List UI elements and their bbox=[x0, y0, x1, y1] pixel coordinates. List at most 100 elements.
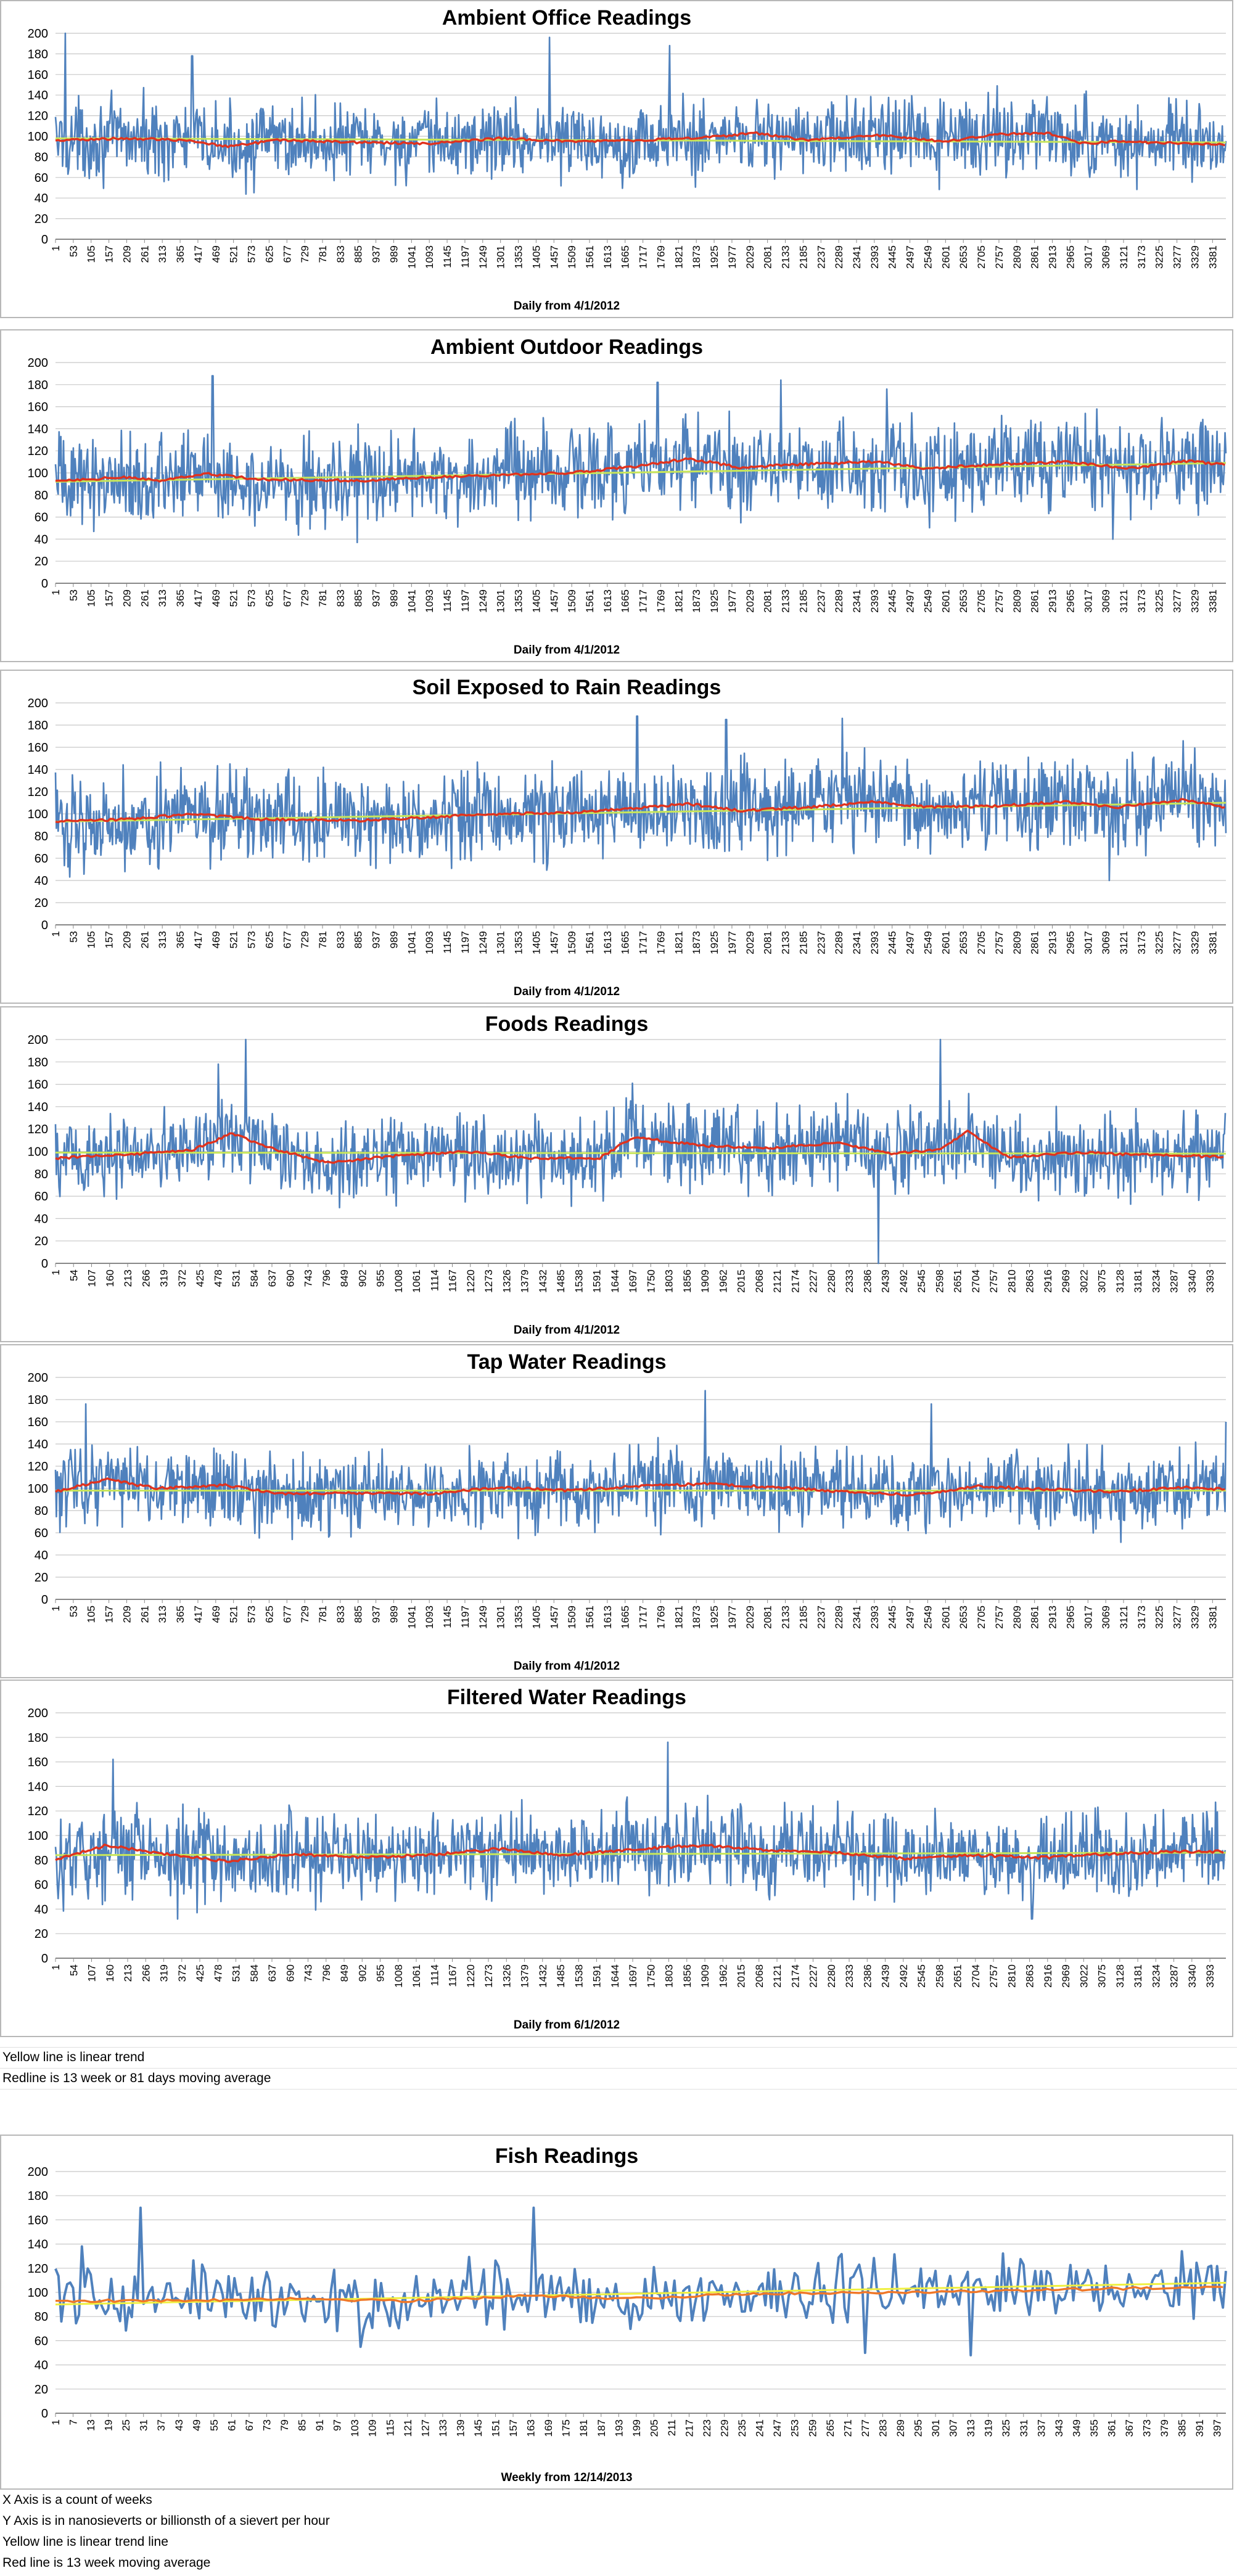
x-tick-label: 160 bbox=[104, 1270, 116, 1287]
chart-panel-ambient-outdoor: Ambient Outdoor Readings 0 20 40 60 80 100 120 1… bbox=[0, 329, 1233, 662]
y-tick-label: 60 bbox=[35, 511, 48, 525]
x-tick-label: 989 bbox=[388, 1606, 400, 1623]
x-tick-label: 157 bbox=[104, 589, 115, 607]
x-tick-label: 902 bbox=[356, 1270, 368, 1287]
x-tick-label: 2497 bbox=[905, 589, 916, 613]
x-tick-label: 781 bbox=[317, 245, 329, 263]
x-tick-label: 1769 bbox=[655, 589, 667, 613]
x-tick-label: 2029 bbox=[744, 931, 756, 954]
x-tick-label: 261 bbox=[139, 931, 150, 948]
x-axis-label: Daily from 4/1/2012 bbox=[514, 1324, 620, 1337]
chart-title: Soil Exposed to Rain Readings bbox=[413, 676, 721, 699]
x-tick-label: 989 bbox=[388, 245, 400, 263]
x-tick-label: 105 bbox=[86, 245, 97, 263]
x-tick-label: 796 bbox=[321, 1270, 332, 1287]
series-raw-line bbox=[54, 1390, 1227, 1543]
x-tick-label: 169 bbox=[543, 2419, 554, 2437]
y-tick-label: 160 bbox=[28, 1756, 48, 1770]
x-tick-label: 2121 bbox=[771, 1270, 783, 1293]
x-tick-label: 2861 bbox=[1029, 589, 1041, 613]
x-tick-label: 2598 bbox=[934, 1270, 945, 1293]
note-x-axis: X Axis is a count of weeks bbox=[2, 2493, 152, 2507]
x-tick-label: 54 bbox=[68, 1270, 80, 1281]
x-tick-label: 781 bbox=[317, 1606, 329, 1623]
x-tick-label: 2757 bbox=[993, 589, 1005, 613]
x-tick-label: 266 bbox=[140, 1270, 152, 1287]
x-tick-label: 2237 bbox=[815, 245, 827, 269]
x-tick-label: 677 bbox=[281, 245, 293, 263]
x-tick-label: 2133 bbox=[780, 1606, 792, 1629]
x-tick-label: 1821 bbox=[673, 931, 684, 954]
x-tick-label: 163 bbox=[525, 2419, 537, 2437]
x-tick-label: 2809 bbox=[1011, 589, 1023, 613]
y-tick-label: 160 bbox=[28, 1416, 48, 1429]
x-tick-label: 2237 bbox=[815, 1606, 827, 1629]
x-tick-label: 259 bbox=[807, 2419, 818, 2437]
x-tick-label: 3075 bbox=[1096, 1270, 1108, 1293]
x-tick-label: 2185 bbox=[797, 245, 809, 269]
x-tick-label: 625 bbox=[263, 1606, 275, 1623]
x-tick-label: 3225 bbox=[1154, 589, 1165, 613]
y-tick-label: 100 bbox=[28, 2286, 48, 2300]
x-tick-label: 1909 bbox=[699, 1270, 711, 1293]
x-tick-label: 521 bbox=[228, 589, 240, 607]
x-tick-label: 349 bbox=[1071, 2419, 1082, 2437]
x-tick-label: 1538 bbox=[573, 1964, 585, 1988]
x-tick-label: 3173 bbox=[1136, 1606, 1148, 1629]
x-tick-label: 425 bbox=[194, 1964, 206, 1982]
x-tick-label: 127 bbox=[419, 2419, 431, 2437]
x-tick-label: 2121 bbox=[771, 1964, 783, 1988]
x-tick-label: 331 bbox=[1018, 2419, 1030, 2437]
x-tick-label: 1769 bbox=[655, 245, 667, 269]
y-tick-label: 140 bbox=[28, 1780, 48, 1794]
y-tick-label: 200 bbox=[28, 1707, 48, 1720]
x-tick-label: 743 bbox=[303, 1964, 314, 1982]
chart-title: Ambient Office Readings bbox=[442, 6, 691, 30]
x-tick-label: 2185 bbox=[797, 589, 809, 613]
x-tick-label: 109 bbox=[367, 2419, 379, 2437]
x-tick-label: 1613 bbox=[602, 245, 614, 269]
x-tick-label: 1273 bbox=[483, 1964, 495, 1988]
x-tick-label: 209 bbox=[121, 1606, 133, 1623]
x-tick-label: 115 bbox=[384, 2419, 396, 2436]
x-tick-label: 573 bbox=[246, 245, 258, 263]
x-tick-label: 1509 bbox=[566, 1606, 578, 1629]
x-tick-label: 157 bbox=[508, 2419, 519, 2437]
x-tick-label: 1 bbox=[50, 1270, 62, 1275]
x-tick-label: 2497 bbox=[905, 931, 916, 954]
y-tick-label: 120 bbox=[28, 1460, 48, 1474]
y-tick-label: 80 bbox=[35, 150, 48, 164]
x-tick-label: 3287 bbox=[1169, 1270, 1180, 1293]
x-tick-label: 1220 bbox=[465, 1270, 477, 1293]
x-tick-label: 3128 bbox=[1114, 1964, 1126, 1988]
x-tick-label: 1405 bbox=[530, 589, 542, 613]
y-tick-label: 40 bbox=[35, 1903, 48, 1916]
x-tick-label: 1769 bbox=[655, 1606, 667, 1629]
x-axis-label: Daily from 4/1/2012 bbox=[514, 300, 620, 313]
x-tick-label: 1591 bbox=[591, 1964, 603, 1988]
x-tick-label: 417 bbox=[192, 931, 204, 948]
x-tick-label: 2029 bbox=[744, 1606, 756, 1629]
x-tick-label: 3075 bbox=[1096, 1964, 1108, 1988]
x-tick-label: 193 bbox=[613, 2419, 625, 2437]
chart-panel-foods: Foods Readings 0 20 40 60 80 100 120 140 160 180 20… bbox=[0, 1006, 1233, 1342]
y-tick-label: 20 bbox=[35, 555, 48, 568]
x-tick-label: 955 bbox=[375, 1964, 387, 1982]
y-tick-label: 180 bbox=[28, 2189, 48, 2203]
x-tick-label: 307 bbox=[948, 2419, 960, 2437]
x-tick-label: 160 bbox=[104, 1964, 116, 1982]
x-tick-label: 157 bbox=[104, 245, 115, 263]
y-tick-label: 120 bbox=[28, 1123, 48, 1136]
x-tick-label: 1613 bbox=[602, 589, 614, 613]
x-tick-label: 937 bbox=[371, 931, 382, 948]
y-tick-label: 0 bbox=[41, 233, 48, 247]
y-tick-label: 40 bbox=[35, 2359, 48, 2373]
x-tick-label: 261 bbox=[139, 589, 150, 607]
x-tick-label: 2705 bbox=[976, 245, 987, 269]
x-tick-label: 365 bbox=[175, 1606, 186, 1623]
chart-title: Foods Readings bbox=[485, 1012, 648, 1036]
x-tick-label: 385 bbox=[1177, 2419, 1188, 2437]
x-tick-label: 1379 bbox=[519, 1964, 531, 1988]
x-tick-label: 677 bbox=[281, 589, 293, 607]
x-tick-label: 25 bbox=[120, 2419, 132, 2431]
